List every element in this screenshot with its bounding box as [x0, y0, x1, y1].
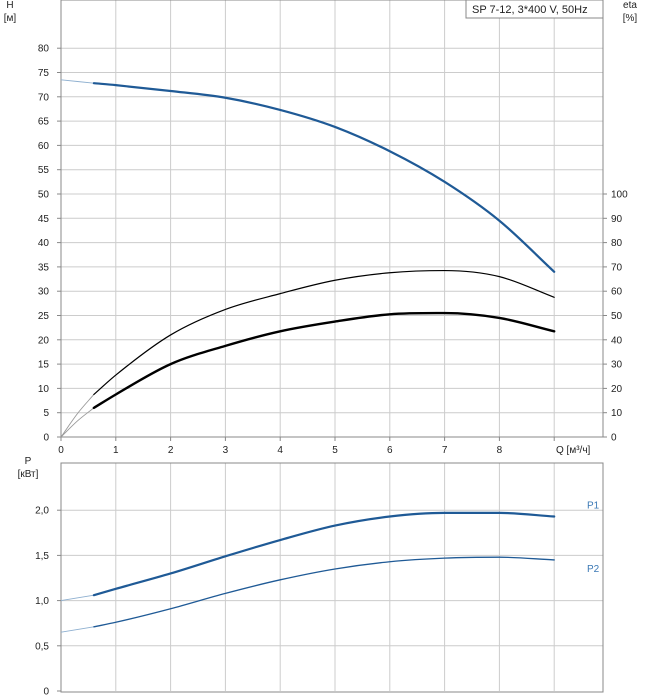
head-curve [92, 82, 556, 273]
flow-axis-title: Q [м³/ч] [556, 445, 591, 456]
eta-lower-curve [92, 311, 556, 410]
eta-upper-curve [93, 269, 555, 396]
flow-tick-label: 6 [387, 445, 393, 456]
head-tick-label: 35 [38, 262, 50, 273]
head-tick-label: 65 [38, 117, 50, 128]
head-tick-label: 0 [43, 433, 49, 444]
efficiency-tick-label: 50 [611, 311, 623, 322]
power-axis-title: P [25, 456, 32, 467]
P2-curve-extension [60, 626, 94, 633]
efficiency-tick-label: 70 [611, 262, 623, 273]
efficiency-axis-ticks: 0 10 20 30 40 50 60 70 80 90 100 [603, 190, 628, 444]
head-tick-label: 20 [38, 335, 50, 346]
power-tick-label: 1,5 [35, 551, 49, 562]
flow-tick-label: 5 [332, 445, 338, 456]
flow-tick-label: 4 [277, 445, 283, 456]
head-axis-ticks: 0 5 10 15 20 25 30 35 40 45 50 55 60 65 70 75 80 [38, 44, 61, 444]
efficiency-axis-title: eta [623, 0, 637, 11]
head-tick-label: 40 [38, 238, 50, 249]
P2-curve [93, 556, 555, 628]
power-axis-unit: [кВт] [18, 469, 39, 480]
flow-tick-label: 8 [497, 445, 503, 456]
flow-axis-ticks: 0 1 2 3 4 5 6 7 8 [58, 437, 555, 456]
bottom-plot-frame [60, 462, 604, 693]
head-tick-label: 75 [38, 68, 50, 79]
p2-series-label: P2 [587, 564, 600, 575]
efficiency-tick-label: 30 [611, 360, 623, 371]
legend-box: SP 7-12, 3*400 V, 50Hz [465, 0, 604, 19]
efficiency-tick-label: 100 [611, 190, 628, 201]
bottom-grid [61, 463, 603, 691]
flow-tick-label: 7 [442, 445, 448, 456]
power-tick-label: 0 [43, 687, 49, 698]
head-tick-label: 60 [38, 141, 50, 152]
P1-curve [92, 511, 556, 597]
head-tick-label: 30 [38, 287, 50, 298]
efficiency-tick-label: 90 [611, 214, 623, 225]
power-series: P1 P2 [60, 501, 600, 633]
eta-lower-curve-extension [60, 407, 95, 438]
head-tick-label: 5 [43, 408, 49, 419]
eta-upper-curve-extension [60, 394, 95, 438]
efficiency-tick-label: 80 [611, 238, 623, 249]
top-series [60, 79, 556, 438]
head-tick-label: 15 [38, 360, 50, 371]
head-tick-label: 55 [38, 165, 50, 176]
p1-series-label: P1 [587, 501, 600, 512]
power-tick-label: 0,5 [35, 641, 49, 652]
top-grid [61, 0, 603, 437]
head-tick-label: 80 [38, 44, 50, 55]
P1-curve-extension [60, 594, 94, 602]
efficiency-tick-label: 40 [611, 335, 623, 346]
flow-tick-label: 0 [58, 445, 64, 456]
flow-tick-label: 3 [223, 445, 229, 456]
efficiency-tick-label: 20 [611, 384, 623, 395]
power-panel: 0 0,5 1,0 1,5 2,0 P [кВт] P1 P2 [18, 456, 604, 698]
efficiency-tick-label: 10 [611, 408, 623, 419]
efficiency-axis-unit: [%] [623, 13, 638, 24]
legend-text: SP 7-12, 3*400 V, 50Hz [472, 4, 588, 16]
power-tick-label: 2,0 [35, 506, 49, 517]
head-axis-unit: [м] [4, 13, 17, 24]
efficiency-tick-label: 0 [611, 433, 617, 444]
power-tick-label: 1,0 [35, 596, 49, 607]
head-axis-title: H [6, 0, 13, 11]
head-tick-label: 10 [38, 384, 50, 395]
head-tick-label: 45 [38, 214, 50, 225]
head-curve-extension [60, 79, 94, 84]
power-axis-ticks: 0 0,5 1,0 1,5 2,0 [35, 506, 61, 698]
head-tick-label: 25 [38, 311, 50, 322]
head-tick-label: 50 [38, 190, 50, 201]
flow-tick-label: 1 [113, 445, 119, 456]
flow-tick-label: 2 [168, 445, 174, 456]
efficiency-tick-label: 60 [611, 287, 623, 298]
head-tick-label: 70 [38, 92, 50, 103]
legend-frame [465, 0, 604, 19]
